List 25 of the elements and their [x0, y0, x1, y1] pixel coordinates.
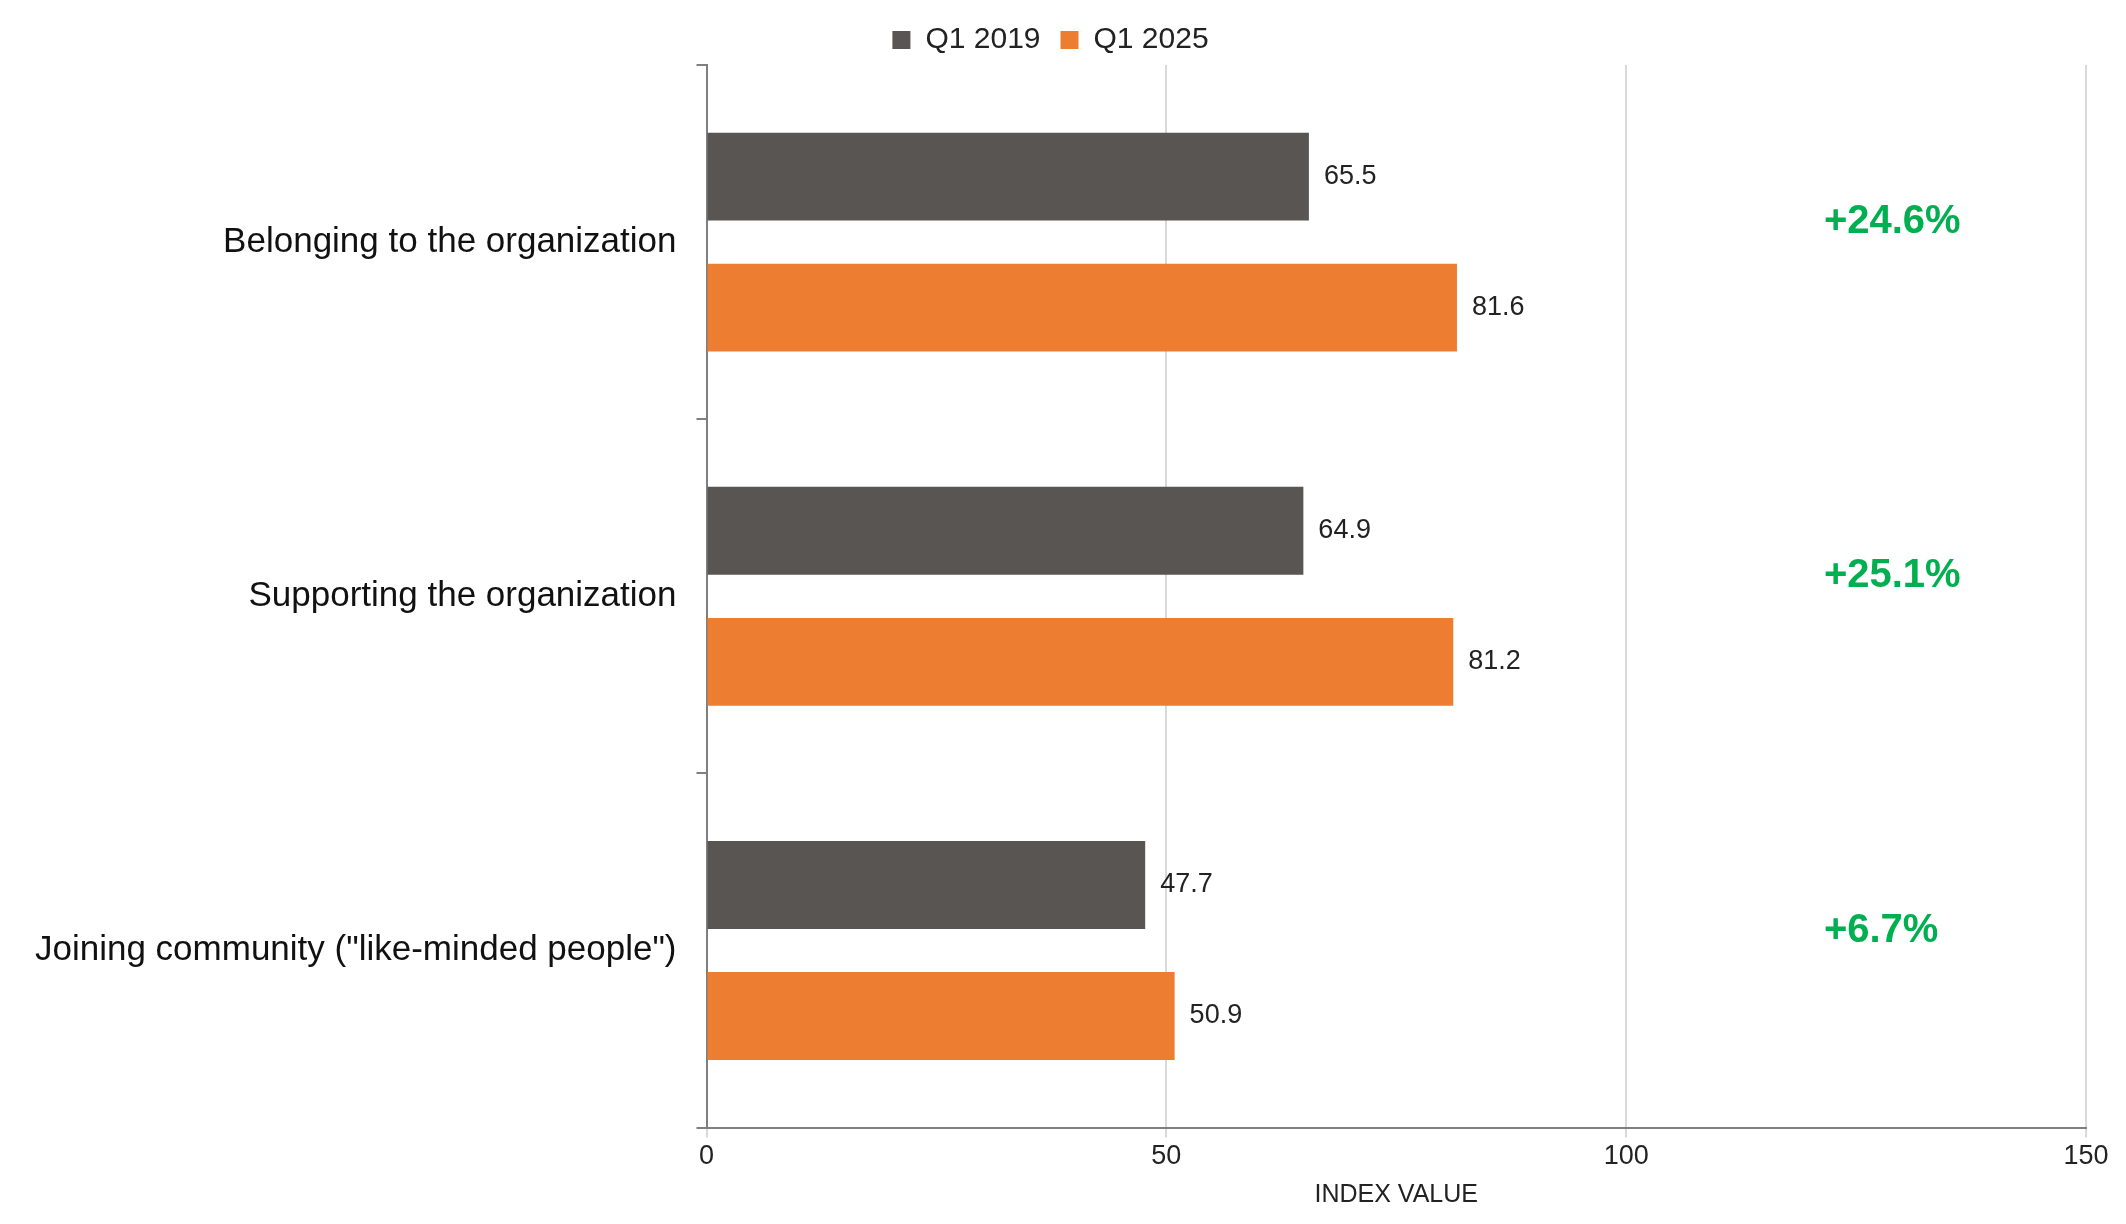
x-tick-label: 100 — [1603, 1140, 1649, 1171]
data-label: 81.2 — [1468, 645, 1521, 676]
data-label: 50.9 — [1189, 999, 1243, 1030]
data-label: 65.5 — [1323, 160, 1377, 191]
annotation: +24.6% — [1823, 197, 1961, 242]
y-tick-label: Belonging to the organization — [223, 219, 677, 259]
bar — [707, 841, 1146, 929]
x-tick-label: 0 — [699, 1140, 715, 1171]
bar — [707, 617, 1454, 706]
bar — [707, 263, 1457, 352]
bar — [707, 486, 1304, 575]
x-tick-label: 50 — [1151, 1140, 1182, 1171]
x-tick-label: 150 — [2063, 1140, 2109, 1171]
annotation: +6.7% — [1823, 905, 1939, 950]
bar — [707, 132, 1309, 221]
data-label: 47.7 — [1160, 868, 1213, 899]
annotation: +25.1% — [1823, 551, 1961, 596]
y-tick-label: Joining community ("like-minded people") — [34, 928, 677, 968]
legend-label: Q1 2025 — [1093, 21, 1209, 55]
data-label: 81.6 — [1471, 291, 1525, 322]
x-axis-title: INDEX VALUE — [1314, 1178, 1478, 1207]
data-label: 64.9 — [1318, 514, 1371, 545]
legend-label: Q1 2019 — [925, 21, 1041, 55]
y-tick-label: Supporting the organization — [248, 573, 677, 613]
bar — [707, 972, 1175, 1060]
